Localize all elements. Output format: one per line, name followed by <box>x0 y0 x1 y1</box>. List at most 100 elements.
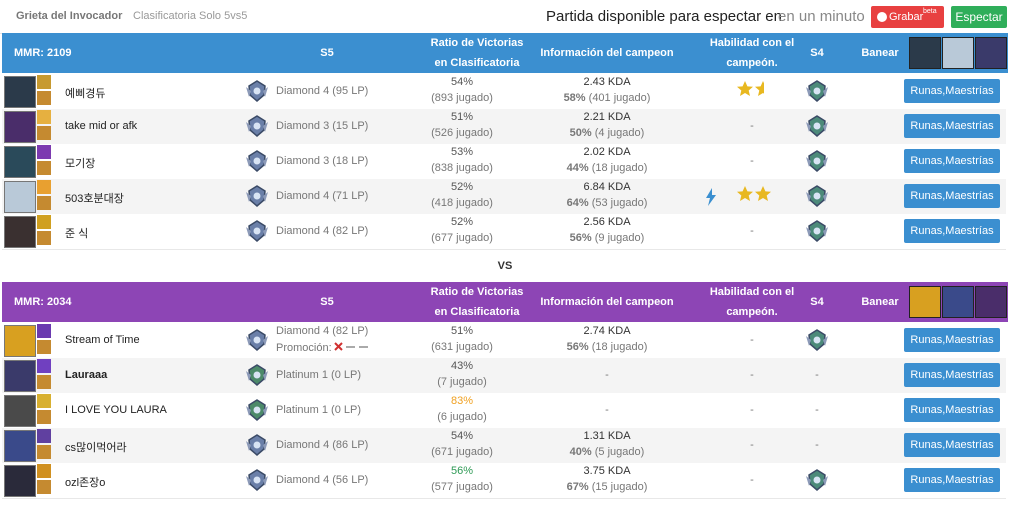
banned-champion <box>975 37 1007 69</box>
spell-icon <box>37 161 51 175</box>
player-row: 준 식 Diamond 4 (82 LP) 52% (677 jugado) 2.56 … <box>2 214 1006 250</box>
record-button[interactable]: Grabar beta <box>871 6 944 28</box>
runes-button[interactable]: Runas,Maestrías <box>904 219 1000 243</box>
status: Partida disponible para espectar en <box>546 8 782 25</box>
runes-button[interactable]: Runas,Maestrías <box>904 114 1000 138</box>
promo-icons <box>334 342 368 351</box>
col-ban: Banear <box>861 296 899 308</box>
tier-emblem <box>805 114 829 138</box>
spell-icon <box>37 394 51 408</box>
tier-emblem <box>245 363 269 387</box>
winrate: 52% <box>450 181 474 193</box>
skill: - <box>750 334 754 346</box>
runes-button[interactable]: Runas,Maestrías <box>904 184 1000 208</box>
champion-icon <box>4 76 36 108</box>
player-name: 503호분대장 <box>65 193 124 205</box>
winrate: 54% <box>450 76 474 88</box>
player-name: 모기장 <box>65 158 96 170</box>
col-skill-1: Habilidad con el <box>709 286 795 298</box>
s4: - <box>815 439 819 451</box>
top-bar: Grieta del Invocador Clasificatoria Solo… <box>0 0 1008 34</box>
spell-icon <box>37 110 51 124</box>
spell-icon <box>37 480 51 494</box>
col-ban: Banear <box>861 47 899 59</box>
spell-icon <box>37 429 51 443</box>
tier: Diamond 4 (95 LP) <box>276 85 369 97</box>
spectate-button[interactable]: Espectar <box>951 6 1007 28</box>
skill: - <box>750 225 754 237</box>
runes-button[interactable]: Runas,Maestrías <box>904 363 1000 387</box>
status-time: en un minuto <box>778 8 865 25</box>
spell-icon <box>37 91 51 105</box>
champion-winrate: 40% <box>569 446 592 458</box>
winrate: 53% <box>450 146 474 158</box>
champion-icon <box>4 430 36 462</box>
tier: Diamond 4 (82 LP) <box>276 225 369 237</box>
beta-label: beta <box>923 8 937 15</box>
player-name: cs많이먹어라 <box>65 442 127 454</box>
player-name: Stream of Time <box>65 334 140 346</box>
tier-emblem <box>245 184 269 208</box>
runes-button[interactable]: Runas,Maestrías <box>904 398 1000 422</box>
champion-icon <box>4 360 36 392</box>
emblem-icon <box>806 329 828 351</box>
spell-icon <box>37 145 51 159</box>
stars-icon <box>737 186 771 201</box>
champion-icon <box>4 111 36 143</box>
runes-button[interactable]: Runas,Maestrías <box>904 468 1000 492</box>
tier-emblem <box>245 398 269 422</box>
winrate: 52% <box>450 216 474 228</box>
champion-winrate: 67% <box>566 481 589 493</box>
skill-stars <box>737 185 777 205</box>
player-name: 준 식 <box>65 228 89 240</box>
spell-icon <box>37 410 51 424</box>
skill: - <box>750 120 754 132</box>
games: (418 jugado) <box>431 197 493 209</box>
s4: - <box>815 369 819 381</box>
promo-label: Promoción: <box>276 342 332 354</box>
runes-button[interactable]: Runas,Maestrías <box>904 328 1000 352</box>
champion-icon <box>4 181 36 213</box>
skill: - <box>750 369 754 381</box>
runes-button[interactable]: Runas,Maestrías <box>904 149 1000 173</box>
games: (838 jugado) <box>431 162 493 174</box>
tier: Diamond 4 (71 LP) <box>276 190 369 202</box>
col-s5: S5 <box>320 47 334 59</box>
runes-button[interactable]: Runas,Maestrías <box>904 433 1000 457</box>
games: (631 jugado) <box>431 341 493 353</box>
col-skill-2: campeón. <box>726 57 778 69</box>
winrate: 51% <box>450 325 474 337</box>
champion-icon <box>4 216 36 248</box>
tier-emblem <box>245 114 269 138</box>
games: (7 jugado) <box>437 376 487 388</box>
runes-button[interactable]: Runas,Maestrías <box>904 79 1000 103</box>
banned-champion <box>975 286 1007 318</box>
emblem-icon <box>806 220 828 242</box>
banned-champion <box>942 37 974 69</box>
games: (577 jugado) <box>431 481 493 493</box>
player-name: Lauraaa <box>65 369 108 381</box>
skill: - <box>750 474 754 486</box>
map-name: Grieta del Invocador <box>16 10 123 22</box>
player-name: ozl존장o <box>65 477 106 489</box>
champion-games: (15 jugado) <box>591 481 648 493</box>
games: (671 jugado) <box>431 446 493 458</box>
champion-games: (401 jugado) <box>588 92 651 104</box>
kda: 6.84 KDA <box>583 181 631 193</box>
champion-games: (18 jugado) <box>591 341 648 353</box>
games: (526 jugado) <box>431 127 493 139</box>
tier: Platinum 1 (0 LP) <box>276 404 361 416</box>
player-row: 503호분대장 Diamond 4 (71 LP) 52% (418 jugado) 6… <box>2 179 1006 215</box>
tier-emblem <box>805 149 829 173</box>
player-name: take mid or afk <box>65 120 138 132</box>
games: (893 jugado) <box>431 92 493 104</box>
col-info: Información del campeon <box>540 296 674 308</box>
spell-icon <box>37 464 51 478</box>
spell-icon <box>37 231 51 245</box>
team-header: MMR: 2034 S5 Ratio de Victorias en Clasific… <box>2 282 1008 322</box>
tier-emblem <box>245 149 269 173</box>
kda: 2.56 KDA <box>583 216 631 228</box>
winrate: 83% <box>450 395 474 407</box>
banned-champion <box>942 286 974 318</box>
emblem-icon <box>246 115 268 137</box>
